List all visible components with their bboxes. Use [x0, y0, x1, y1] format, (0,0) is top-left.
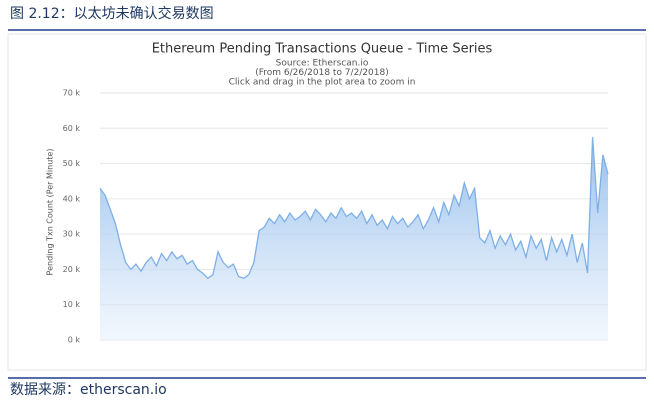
chart-subtitle: (From 6/26/2018 to 7/2/2018) [255, 68, 389, 78]
y-tick-label: 50 k [63, 159, 81, 168]
source-note: 数据来源：etherscan.io [10, 382, 167, 398]
area-fill [100, 137, 608, 340]
figure-caption: 图 2.12：以太坊未确认交易数图 [10, 5, 214, 22]
chart-subtitle: Click and drag in the plot area to zoom … [229, 78, 416, 88]
chart-subtitle: Source: Etherscan.io [276, 59, 369, 69]
y-axis-label: Pending Txn Count (Per Minute) [46, 149, 55, 276]
area-line [99, 137, 609, 280]
chart-title: Ethereum Pending Transactions Queue - Ti… [152, 42, 493, 57]
y-tick-label: 40 k [63, 194, 81, 203]
y-tick-label: 70 k [63, 89, 81, 98]
y-tick-label: 10 k [63, 300, 81, 309]
y-tick-label: 0 k [68, 336, 81, 345]
chart-frame [7, 33, 647, 371]
y-tick-label: 60 k [63, 124, 81, 133]
y-tick-label: 20 k [63, 265, 81, 274]
y-tick-label: 30 k [63, 230, 81, 239]
